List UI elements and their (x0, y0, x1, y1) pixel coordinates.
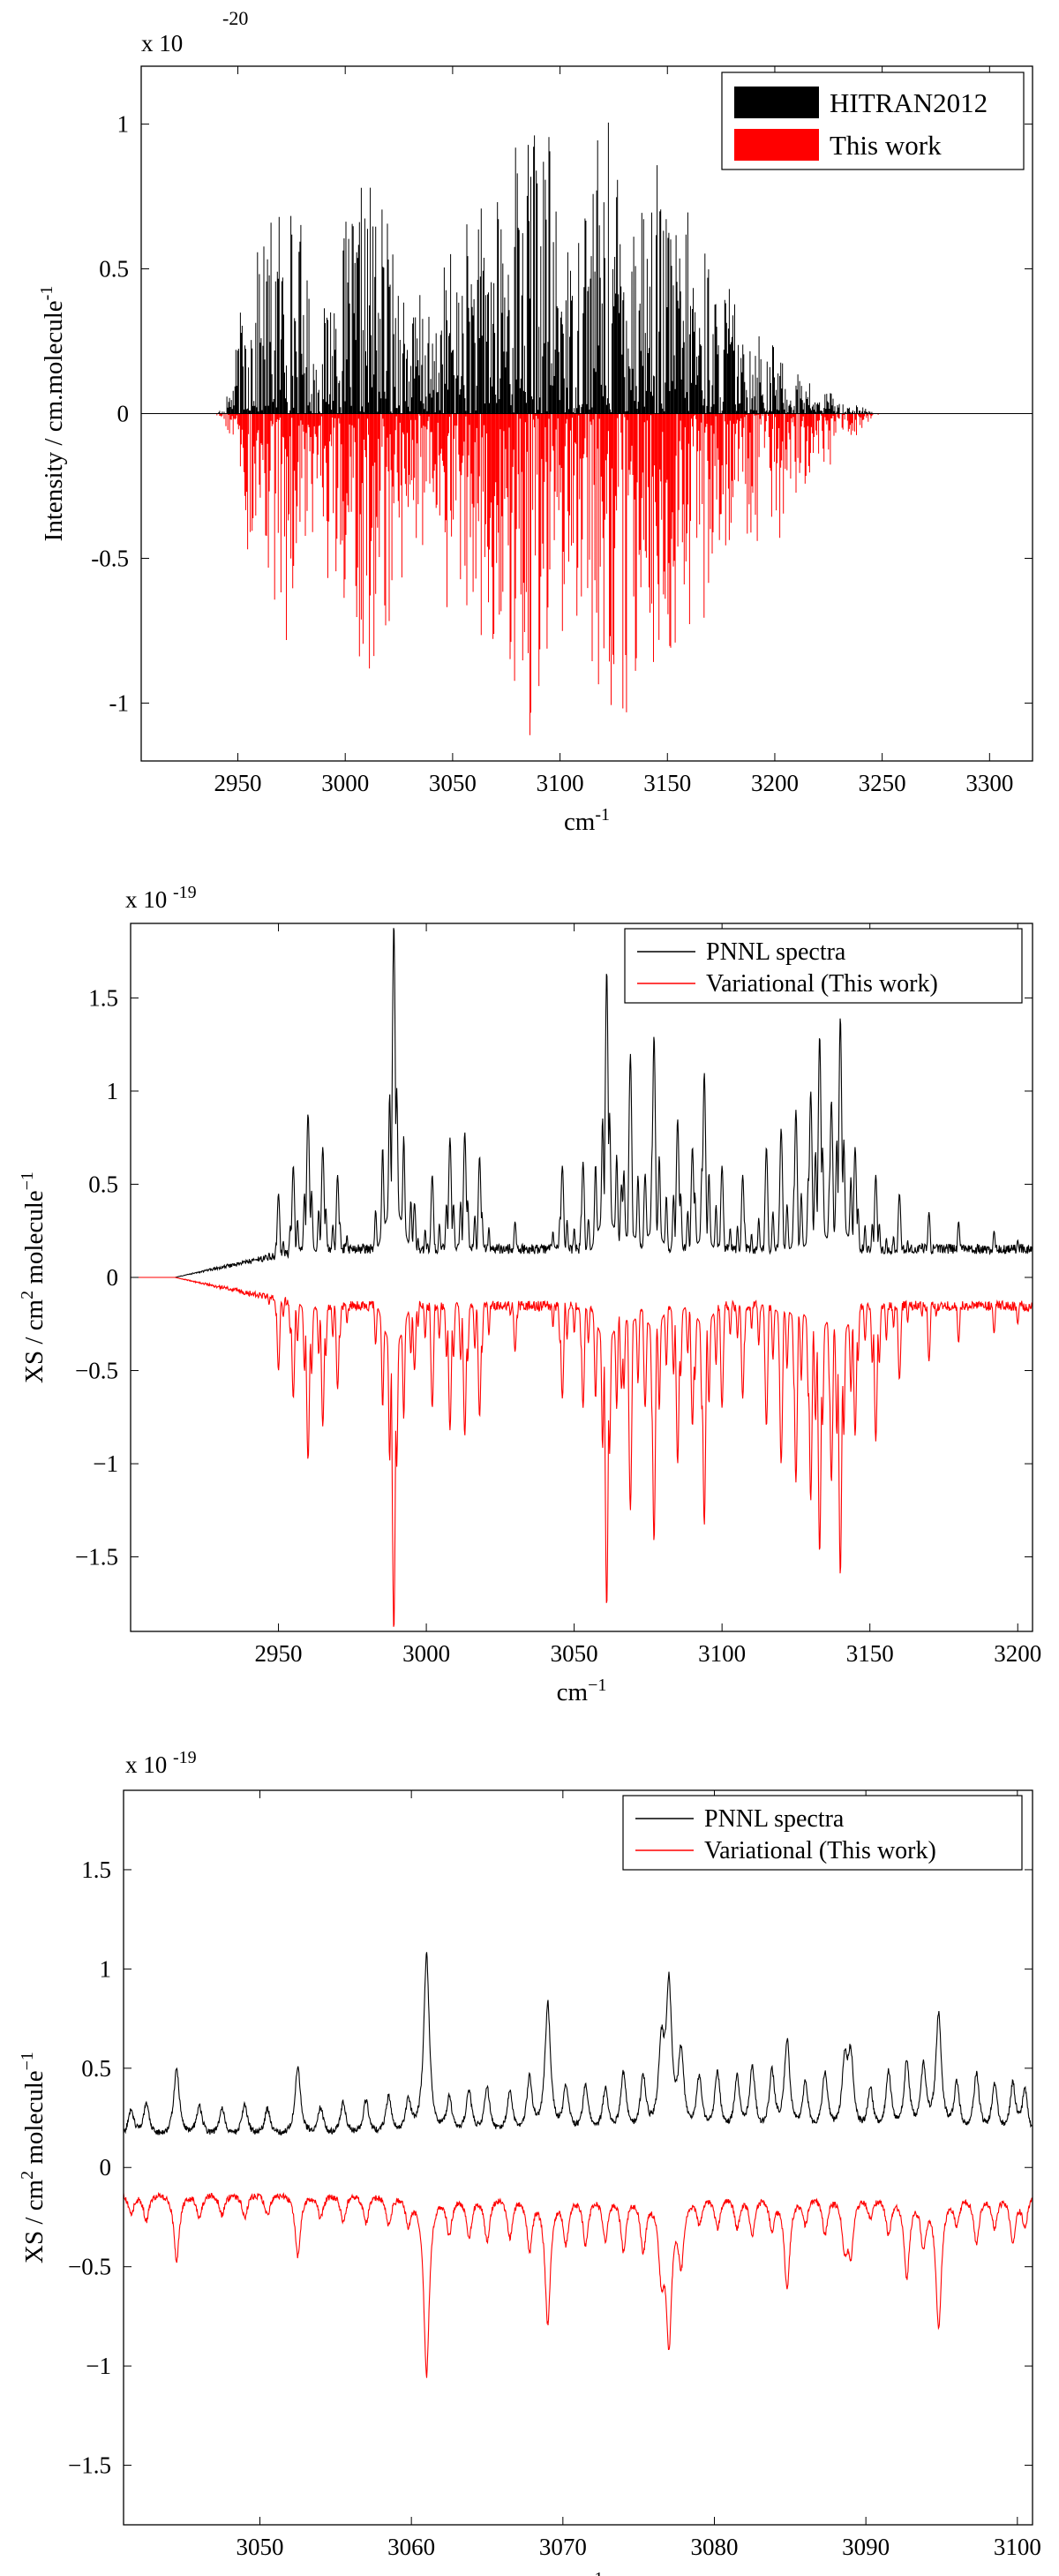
x-axis-label: cm-1 (564, 805, 610, 836)
x-tick-label: 3200 (994, 1640, 1041, 1667)
y-tick-label: -0.5 (91, 545, 129, 571)
y-axis-label-sup: 2 (18, 2171, 37, 2180)
x-tick-label: 3000 (402, 1640, 450, 1667)
x-tick-label: 3070 (539, 2534, 587, 2560)
x-tick-label: 3200 (751, 770, 799, 796)
x-axis-label-sup: −1 (588, 1676, 606, 1695)
y-tick-label: 0.5 (88, 1171, 118, 1197)
y-tick-label: 0 (107, 1264, 119, 1291)
series-variational-line (131, 1277, 1033, 1627)
y-tick-label: -1 (109, 689, 130, 716)
x-tick-label: 3100 (698, 1640, 746, 1667)
x-tick-label: 3250 (859, 770, 906, 796)
legend-box (624, 928, 1023, 1004)
panel-pnnl-zoom: 3050 3060 3070 3080 3090 3100 1.5 1 0.5 0 −0.5 −1 −1… (18, 1748, 1041, 2576)
x-tick-label: 3000 (321, 770, 369, 796)
x-axis-label-sup: -1 (595, 805, 610, 825)
y-axis-label-mid: molecule (20, 2070, 49, 2171)
legend-label: This work (830, 130, 942, 161)
legend-swatch (734, 129, 819, 161)
y-tick-label: −0.5 (68, 2254, 111, 2280)
legend-label: Variational (This work) (706, 970, 938, 998)
y-axis-label-sup2: −1 (18, 1171, 37, 1190)
x-tick-label: 3150 (846, 1640, 894, 1667)
legend-label: Variational (This work) (704, 1837, 936, 1864)
legend-box (622, 1795, 1023, 1871)
y-tick-label: 0.5 (81, 2055, 111, 2082)
x-tick-label: 2950 (214, 770, 262, 796)
x-tick-label: 3060 (387, 2534, 435, 2560)
y-tick-label: −0.5 (75, 1358, 118, 1384)
plot-area (141, 122, 1033, 735)
axes-box (130, 923, 1033, 1632)
y-tick-label: 1 (100, 1955, 112, 1982)
x-tick-label: 3100 (994, 2534, 1041, 2560)
y-tick-label: −1.5 (68, 2452, 111, 2479)
series-variational-line (124, 2191, 1033, 2378)
series-this-work-sticks (216, 413, 879, 735)
y-tick-label: 1 (107, 1078, 119, 1104)
y-tick-label: 1 (117, 111, 130, 138)
legend-label: PNNL spectra (706, 938, 846, 966)
legend-label: HITRAN2012 (830, 87, 988, 118)
y-tick-label: 1.5 (81, 1857, 111, 1883)
y-axis-label-sup2: −1 (18, 2052, 37, 2070)
y-tick-label: 1.5 (88, 984, 118, 1011)
series-pnnl-line (124, 1952, 1033, 2135)
y-tick-label: −1 (93, 1450, 118, 1477)
y-axis-label-mid: molecule (20, 1190, 49, 1291)
y-tick-label: −1.5 (75, 1544, 118, 1570)
axis-exponent-power: -20 (222, 7, 248, 29)
axis-exponent-label: x 10 -19 (125, 1748, 197, 1778)
x-axis-label: cm−1 (557, 1676, 607, 1706)
panel-hitran-comparison: 2950 3000 3050 3100 3150 3200 3250 3300 1 0.5 0 -0.… (37, 7, 1033, 836)
plot-area (124, 1952, 1033, 2378)
x-tick-label: 3300 (965, 770, 1013, 796)
y-axis-label: XS / cm2 molecule−1 (18, 1171, 49, 1383)
legend-swatch (734, 87, 819, 118)
series-pnnl-line (131, 928, 1033, 1278)
y-tick-label: −1 (86, 2353, 111, 2379)
x-tick-label: 3100 (537, 770, 584, 796)
y-axis-label-sup: 2 (18, 1291, 37, 1299)
x-axis-label-sup: −1 (584, 2569, 603, 2576)
y-tick-label: 0 (117, 401, 130, 427)
y-axis-label: XS / cm2 molecule−1 (18, 2052, 49, 2263)
axis-exponent-power: -19 (173, 1748, 197, 1767)
y-tick-label: 0.5 (99, 256, 129, 282)
x-tick-label: 2950 (255, 1640, 303, 1667)
x-tick-label: 3050 (429, 770, 477, 796)
x-tick-label: 3090 (842, 2534, 890, 2560)
panel-pnnl-full-range: 2950 3000 3050 3100 3150 3200 1.5 1 0.5 0 −0.5 −1 −1… (18, 883, 1041, 1706)
x-tick-label: 3080 (691, 2534, 739, 2560)
x-tick-label: 3050 (551, 1640, 598, 1667)
plot-area (131, 928, 1033, 1627)
y-axis-label-sup: -1 (37, 286, 56, 301)
x-tick-label: 3050 (237, 2534, 284, 2560)
x-tick-label: 3150 (643, 770, 691, 796)
axes-box (123, 1789, 1033, 2526)
axis-exponent-power: -19 (173, 883, 197, 902)
legend-label: PNNL spectra (704, 1805, 845, 1833)
y-tick-label: 0 (100, 2154, 112, 2181)
y-axis-label: Intensity / cm.molecule-1 (37, 286, 68, 542)
axis-exponent: x 10 (141, 30, 183, 56)
x-axis-label: cm−1 (553, 2569, 604, 2576)
axis-exponent-label: x 10 -19 (125, 883, 197, 913)
series-hitran2012-sticks (218, 122, 873, 414)
